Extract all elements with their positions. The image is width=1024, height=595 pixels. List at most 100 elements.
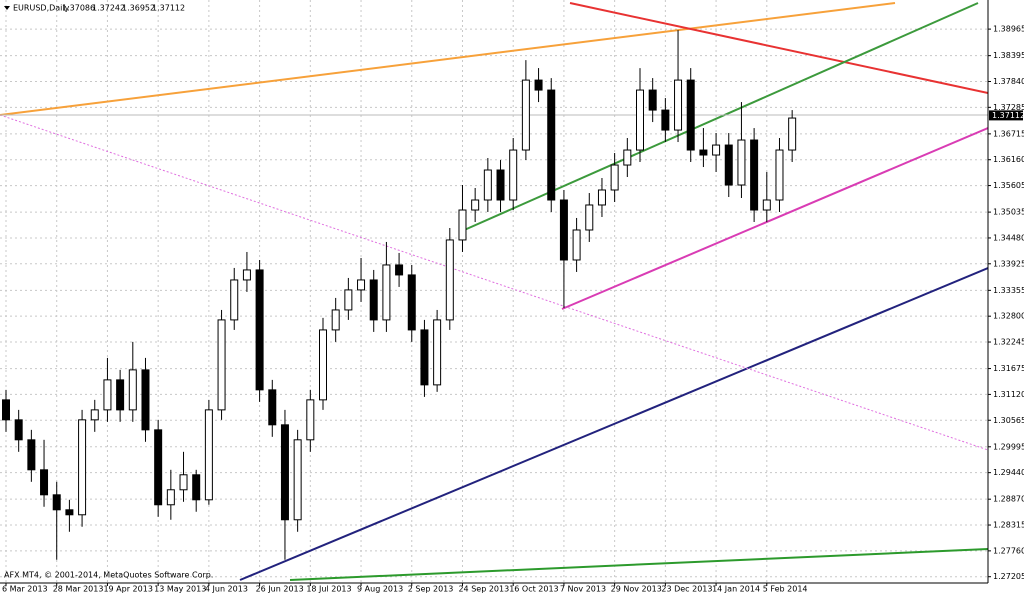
y-tick-label: 1.28870 — [993, 495, 1024, 504]
candle-body — [737, 139, 746, 186]
y-tick-label: 1.38395 — [993, 51, 1024, 60]
candle-body — [306, 399, 315, 441]
y-tick-label: 1.33925 — [993, 259, 1024, 268]
y-tick-label: 1.32245 — [993, 338, 1024, 347]
price-label-box — [989, 110, 1023, 121]
candles — [2, 30, 797, 560]
y-tick-label: 1.35605 — [993, 181, 1024, 190]
x-tick-label: 24 Sep 2013 — [458, 585, 509, 594]
candle-body — [585, 204, 594, 231]
y-tick-label: 1.29440 — [993, 468, 1024, 477]
y-tick-label: 1.30565 — [993, 416, 1024, 425]
candle-body — [636, 89, 644, 151]
candle-body — [2, 399, 10, 421]
candle-body — [179, 474, 188, 491]
trend-line — [0, 114, 988, 451]
candle-body — [686, 79, 695, 151]
trend-line — [289, 548, 988, 581]
candle-body — [255, 269, 264, 391]
candle-body — [128, 369, 137, 411]
trend-line — [0, 2, 896, 116]
x-tick-label: 6 Mar 2013 — [2, 585, 48, 594]
candle-body — [559, 199, 568, 261]
ohlc-high: 1.37242 — [92, 4, 125, 13]
x-tick-label: 19 Apr 2013 — [103, 585, 152, 594]
candle-body — [166, 489, 175, 506]
candle-body — [433, 319, 442, 386]
candle-body — [509, 149, 518, 201]
y-tick-label: 1.35035 — [993, 208, 1024, 217]
candle-body — [610, 164, 619, 191]
x-tick-label: 2 Sep 2013 — [408, 585, 454, 594]
x-tick-label: 16 Oct 2013 — [509, 585, 558, 594]
candle-body — [90, 409, 99, 421]
y-tick-label: 1.33355 — [993, 286, 1024, 295]
copyright: AFX MT4, © 2001-2014, MetaQuotes Softwar… — [4, 571, 213, 580]
candle-body — [395, 264, 404, 276]
candle-body — [724, 144, 733, 186]
candle-body — [674, 79, 683, 131]
candle-body — [597, 189, 606, 206]
candle-body — [192, 474, 201, 501]
y-tick-label: 1.38965 — [993, 25, 1024, 34]
symbol: EURUSD,Daily — [13, 4, 70, 13]
x-tick-label: 26 Jun 2013 — [256, 585, 304, 594]
x-tick-label: 29 Nov 2013 — [611, 585, 662, 594]
candle-body — [331, 309, 340, 331]
candle-body — [648, 89, 657, 111]
candle-body — [420, 329, 429, 386]
candle-body — [141, 369, 150, 431]
candle-body — [78, 419, 87, 516]
x-tick-label: 7 Nov 2013 — [560, 585, 606, 594]
trend-line — [239, 267, 988, 581]
candle-body — [369, 279, 378, 321]
y-tick-label: 1.29995 — [993, 442, 1024, 451]
menu-arrow — [4, 6, 10, 10]
candle-body — [623, 149, 632, 166]
candle-body — [40, 469, 49, 496]
x-tick-label: 4 Jun 2013 — [205, 585, 248, 594]
price-label: 1.37112 — [992, 111, 1024, 120]
x-tick-label: 5 Feb 2014 — [763, 585, 808, 594]
ohlc-low: 1.36952 — [122, 4, 155, 13]
trend-line — [569, 2, 988, 94]
candle-body — [445, 239, 454, 321]
candle-body — [547, 89, 556, 201]
trend-line — [561, 127, 988, 310]
y-tick-label: 1.27760 — [993, 546, 1024, 555]
candle-body — [471, 199, 480, 211]
candle-body — [572, 229, 581, 261]
candle-body — [52, 494, 61, 511]
candle-body — [458, 209, 467, 241]
candle-body — [407, 274, 416, 331]
y-tick-label: 1.28315 — [993, 521, 1024, 530]
candle-body — [217, 319, 226, 411]
y-tick-label: 1.32800 — [993, 312, 1024, 321]
candle-body — [788, 117, 797, 151]
candle-body — [483, 169, 492, 201]
x-tick-label: 18 Jul 2013 — [306, 585, 351, 594]
candle-body — [661, 109, 670, 131]
y-tick-label: 1.31675 — [993, 364, 1024, 373]
candle-body — [14, 419, 23, 441]
candle-body — [344, 289, 353, 311]
candle-body — [496, 169, 505, 201]
x-tick-label: 9 Aug 2013 — [357, 585, 403, 594]
x-tick-label: 13 May 2013 — [154, 585, 206, 594]
candle-body — [204, 409, 213, 501]
candle-body — [319, 329, 327, 401]
candle-body — [116, 379, 125, 411]
candle-body — [268, 389, 277, 426]
candle-body — [280, 424, 289, 521]
x-tick-label: 28 Mar 2013 — [53, 585, 104, 594]
candle-body — [357, 279, 366, 291]
candle-body — [154, 429, 163, 506]
candle-body — [230, 279, 239, 321]
x-tick-label: 23 Dec 2013 — [661, 585, 712, 594]
candle-body — [775, 149, 784, 201]
y-tick-label: 1.37285 — [993, 103, 1024, 112]
candle-body — [762, 199, 771, 211]
candle-body — [521, 79, 530, 151]
